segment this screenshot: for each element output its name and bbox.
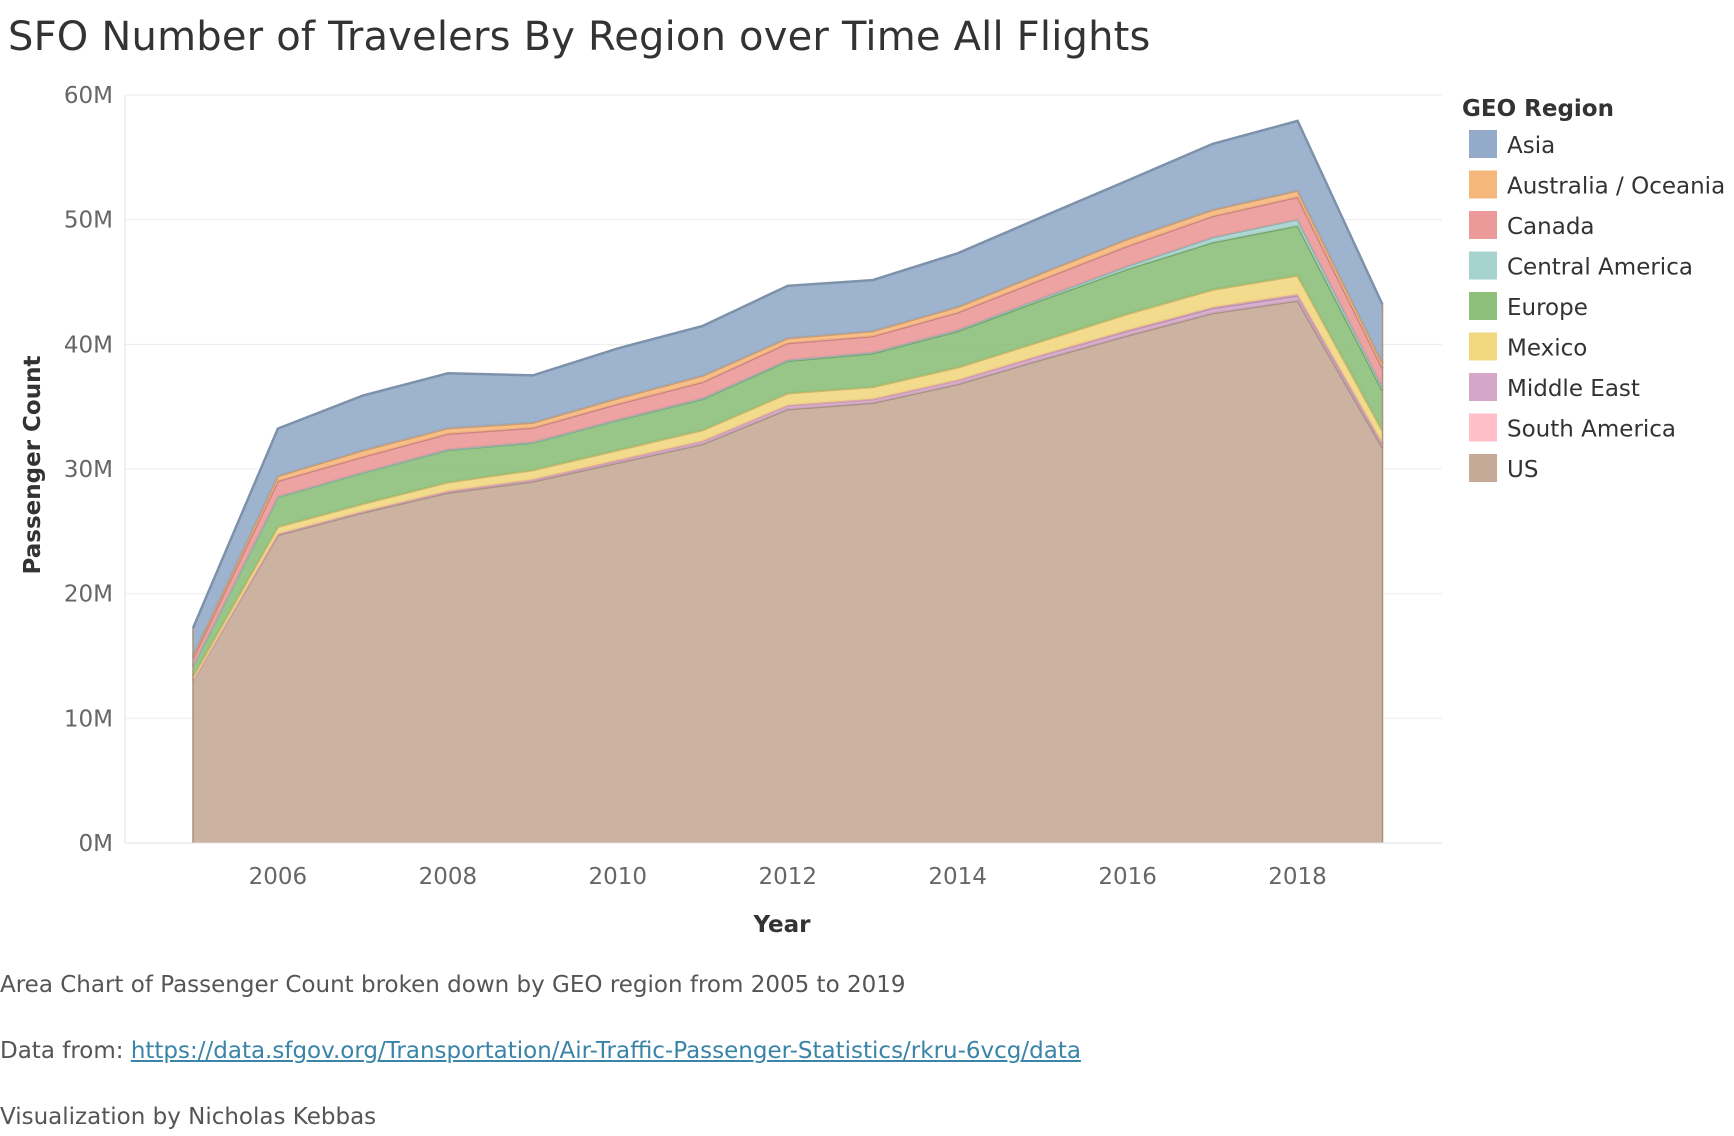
legend-item-us[interactable]: US bbox=[1469, 454, 1538, 483]
y-tick-label: 50M bbox=[64, 208, 113, 234]
legend-item-europe[interactable]: Europe bbox=[1469, 292, 1588, 321]
legend-label: Mexico bbox=[1507, 336, 1587, 362]
page-title: SFO Number of Travelers By Region over T… bbox=[8, 14, 1151, 60]
legend-swatch bbox=[1469, 454, 1497, 482]
legend-swatch bbox=[1469, 251, 1497, 280]
axes: 0M 10M 20M 30M 40M 50M 60M 2006 2008 2010 2012 2014… bbox=[64, 83, 1442, 890]
legend-item-australia-oceania[interactable]: Australia / Oceania bbox=[1469, 170, 1725, 200]
legend-swatch bbox=[1469, 130, 1497, 158]
y-tick-label: 60M bbox=[64, 83, 113, 109]
legend-item-canada[interactable]: Canada bbox=[1469, 211, 1595, 240]
y-tick-label: 20M bbox=[64, 582, 113, 608]
legend-swatch bbox=[1469, 413, 1497, 442]
y-tick-label: 30M bbox=[64, 457, 113, 483]
x-axis-title: Year bbox=[752, 912, 811, 938]
y-tick-label: 0M bbox=[79, 831, 113, 857]
legend-swatch bbox=[1469, 211, 1497, 239]
legend-title: GEO Region bbox=[1462, 96, 1614, 122]
legend-swatch bbox=[1469, 373, 1497, 401]
legend-item-central-america[interactable]: Central America bbox=[1469, 251, 1693, 281]
data-source-link[interactable]: https://data.sfgov.org/Transportation/Ai… bbox=[130, 1038, 1081, 1064]
y-axis-title: Passenger Count bbox=[20, 356, 46, 575]
x-tick-label: 2012 bbox=[758, 864, 817, 890]
legend-label: Canada bbox=[1507, 214, 1595, 240]
legend-item-mexico[interactable]: Mexico bbox=[1469, 332, 1587, 362]
legend-label: Central America bbox=[1507, 255, 1693, 281]
legend-item-south-america[interactable]: South America bbox=[1469, 413, 1676, 443]
y-tick-label: 10M bbox=[64, 706, 113, 732]
data-source: Data from: https://data.sfgov.org/Transp… bbox=[0, 1038, 1081, 1064]
y-tick-label: 40M bbox=[64, 332, 113, 358]
x-tick-label: 2010 bbox=[589, 864, 648, 890]
legend-swatch bbox=[1469, 170, 1497, 199]
area-europe bbox=[193, 225, 1383, 677]
x-tick-label: 2006 bbox=[249, 864, 308, 890]
area-edge-asia bbox=[191, 119, 1384, 629]
legend-item-middle-east[interactable]: Middle East bbox=[1469, 373, 1640, 402]
x-tick-label: 2014 bbox=[928, 864, 987, 890]
area-us bbox=[193, 300, 1383, 843]
legend-swatch bbox=[1469, 332, 1497, 361]
legend-label: US bbox=[1507, 457, 1538, 483]
legend-swatch bbox=[1469, 292, 1497, 320]
x-tick-label: 2016 bbox=[1098, 864, 1157, 890]
credit-line: Visualization by Nicholas Kebbas bbox=[0, 1104, 377, 1130]
legend-label: South America bbox=[1507, 417, 1676, 443]
stacked-area-chart: 0M 10M 20M 30M 40M 50M 60M 2006 2008 2010 2012 2014… bbox=[20, 83, 1725, 938]
legend-label: Australia / Oceania bbox=[1507, 174, 1725, 200]
legend: GEO Region Asia Australia / Oceania Canada… bbox=[1462, 96, 1725, 483]
data-source-prefix: Data from: bbox=[0, 1038, 131, 1064]
chart-caption: Area Chart of Passenger Count broken dow… bbox=[0, 972, 906, 998]
legend-label: Europe bbox=[1507, 295, 1588, 321]
x-tick-label: 2008 bbox=[419, 864, 478, 890]
legend-label: Asia bbox=[1507, 133, 1555, 159]
legend-item-asia[interactable]: Asia bbox=[1469, 130, 1555, 159]
x-tick-label: 2018 bbox=[1268, 864, 1327, 890]
area-asia bbox=[193, 120, 1383, 656]
legend-label: Middle East bbox=[1507, 376, 1640, 402]
area-series bbox=[191, 119, 1384, 843]
